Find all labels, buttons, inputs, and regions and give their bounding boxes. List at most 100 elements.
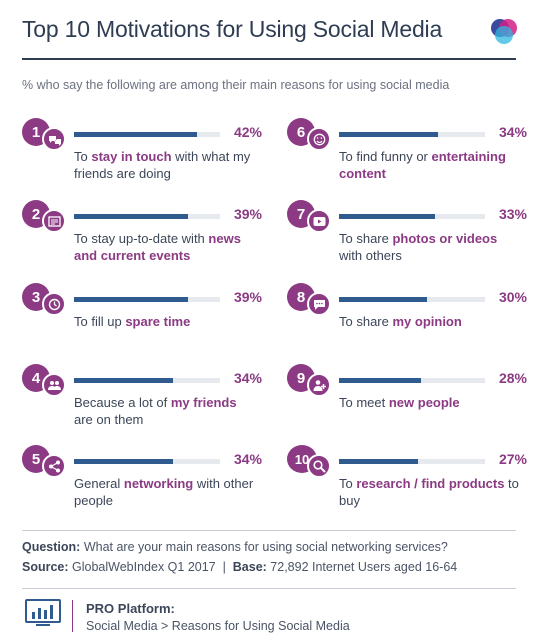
motivation-description: To share photos or videos with others <box>339 230 519 264</box>
source-text: GlobalWebIndex Q1 2017 | <box>68 560 233 574</box>
bar-fill <box>339 132 439 137</box>
description-text: to buy <box>339 476 519 508</box>
bar-track <box>74 459 220 464</box>
bar-chart-monitor-icon <box>25 599 61 626</box>
description-text: To stay up-to-date with <box>74 231 209 246</box>
bar-fill <box>74 132 197 137</box>
description-text: To meet <box>339 395 389 410</box>
highlight-text: my opinion <box>392 314 462 329</box>
motivation-description: To research / find products to buy <box>339 475 519 509</box>
title-rule <box>22 58 516 60</box>
motivation-description: To stay up-to-date with news and current… <box>74 230 254 264</box>
bar-track <box>74 378 220 383</box>
value-label: 42% <box>233 124 262 140</box>
highlight-text: news and current events <box>74 231 241 263</box>
base-label: Base: <box>232 560 267 574</box>
description-text: General <box>74 476 124 491</box>
motivation-item: 3 39% To fill up spare time <box>22 283 262 353</box>
description-text: To <box>339 476 357 491</box>
motivation-description: Because a lot of my friends are on them <box>74 394 254 428</box>
highlight-text: networking <box>123 476 194 491</box>
pro-breadcrumb-link[interactable]: Social Media > Reasons for Using Social … <box>86 619 350 633</box>
group-icon <box>42 373 66 397</box>
bar-track <box>339 459 485 464</box>
motivation-item: 10 27% To research / find products to buy <box>287 445 527 515</box>
search-icon <box>307 454 331 478</box>
bar-track <box>339 297 485 302</box>
chart-subtitle: % who say the following are among their … <box>22 78 450 92</box>
value-label: 39% <box>233 206 262 222</box>
chat-bubbles-icon <box>42 127 66 151</box>
source-label: Source: <box>22 560 69 574</box>
pro-divider-rule <box>22 588 516 589</box>
bar-fill <box>339 214 436 219</box>
highlight-text: new people <box>388 395 460 410</box>
bar-track <box>74 297 220 302</box>
value-label: 34% <box>233 370 262 386</box>
bar-track <box>339 378 485 383</box>
play-video-icon <box>307 209 331 233</box>
description-text: To share <box>339 314 393 329</box>
bar-fill <box>74 214 188 219</box>
motivation-item: 1 42% To stay in touch with what my friend… <box>22 118 262 188</box>
description-text: To fill up <box>74 314 126 329</box>
description-text: with others <box>339 248 402 263</box>
highlight-text: my friends <box>170 395 237 410</box>
value-label: 39% <box>233 289 262 305</box>
description-text: Because a lot of <box>74 395 171 410</box>
motivation-description: To stay in touch with what my friends ar… <box>74 148 254 182</box>
question-label: Question: <box>22 540 81 554</box>
value-label: 27% <box>498 451 527 467</box>
add-person-icon <box>307 373 331 397</box>
bar-track <box>74 132 220 137</box>
description-text: To <box>74 149 92 164</box>
question-text: What are your main reasons for using soc… <box>80 540 448 554</box>
bar-fill <box>74 297 188 302</box>
description-text: with what my friends are doing <box>74 149 251 181</box>
value-label: 33% <box>498 206 527 222</box>
value-label: 30% <box>498 289 527 305</box>
highlight-text: stay in touch <box>91 149 172 164</box>
motivation-description: To fill up spare time <box>74 313 254 330</box>
motivation-description: To share my opinion <box>339 313 519 330</box>
value-label: 28% <box>498 370 527 386</box>
motivation-description: To find funny or entertaining content <box>339 148 519 182</box>
source-note: Source: GlobalWebIndex Q1 2017 | Base: 7… <box>22 560 457 574</box>
description-text: are on them <box>74 412 144 427</box>
description-text: with other people <box>74 476 254 508</box>
highlight-text: photos or videos <box>392 231 498 246</box>
bar-fill <box>339 378 421 383</box>
bar-fill <box>74 378 174 383</box>
pro-platform-title: PRO Platform: <box>86 601 175 616</box>
value-label: 34% <box>233 451 262 467</box>
motivation-item: 6 34% To find funny or entertaining conten… <box>287 118 527 188</box>
bar-fill <box>339 459 418 464</box>
share-network-icon <box>42 454 66 478</box>
bar-track <box>74 214 220 219</box>
highlight-text: spare time <box>125 314 191 329</box>
motivation-item: 7 33% To share photos or videos with other… <box>287 200 527 270</box>
motivation-item: 4 34% Because a lot of my friends are on t… <box>22 364 262 434</box>
pro-accent-bar <box>72 600 73 632</box>
motivation-description: General networking with other people <box>74 475 254 509</box>
description-text: To find funny or <box>339 149 432 164</box>
footer-divider <box>22 530 516 531</box>
base-text: 72,892 Internet Users aged 16-64 <box>266 560 458 574</box>
bar-fill <box>339 297 427 302</box>
question-note: Question: What are your main reasons for… <box>22 540 448 554</box>
motivation-item: 9 28% To meet new people <box>287 364 527 434</box>
newspaper-icon <box>42 209 66 233</box>
motivation-item: 5 34% General networking with other people <box>22 445 262 515</box>
bar-fill <box>74 459 174 464</box>
motivation-item: 8 30% To share my opinion <box>287 283 527 353</box>
motivation-item: 2 39% To stay up-to-date with news and cur… <box>22 200 262 270</box>
speech-bubble-icon <box>307 292 331 316</box>
value-label: 34% <box>498 124 527 140</box>
highlight-text: research / find products <box>356 476 505 491</box>
description-text: To share <box>339 231 393 246</box>
smiley-icon <box>307 127 331 151</box>
bar-track <box>339 132 485 137</box>
motivation-description: To meet new people <box>339 394 519 411</box>
bar-track <box>339 214 485 219</box>
clock-icon <box>42 292 66 316</box>
